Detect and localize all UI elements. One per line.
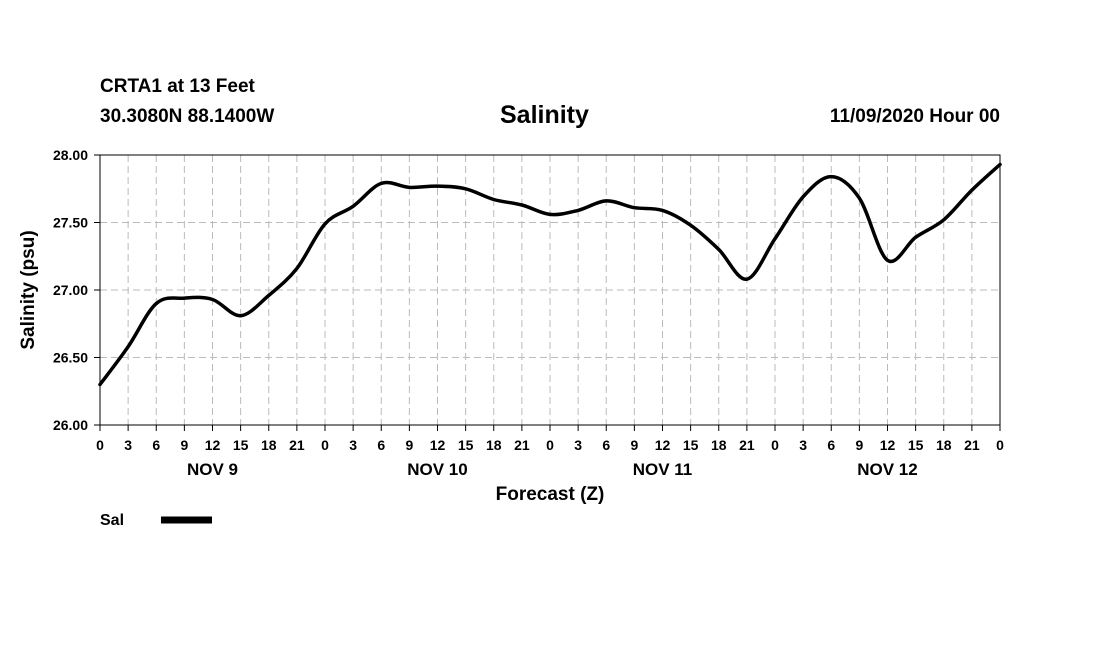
data-point — [857, 196, 861, 200]
day-label: NOV 11 — [633, 460, 693, 479]
data-point — [323, 222, 327, 226]
chart-title: Salinity — [500, 101, 589, 129]
data-point — [745, 277, 749, 281]
x-tick-label: 6 — [377, 437, 385, 453]
x-tick-label: 6 — [602, 437, 610, 453]
x-tick-label: 6 — [827, 437, 835, 453]
x-tick-label: 12 — [880, 437, 896, 453]
x-tick-label: 0 — [321, 437, 329, 453]
x-tick-label: 15 — [458, 437, 474, 453]
data-point — [436, 184, 439, 188]
data-point — [886, 258, 889, 262]
day-labels: NOV 9 NOV 10 NOV 11 NOV 12 — [187, 460, 918, 479]
y-axis-ticks: 26.00 26.50 27.00 27.50 28.00 — [53, 147, 100, 433]
data-point — [351, 204, 355, 208]
x-tick-label: 0 — [96, 437, 104, 453]
data-point — [632, 206, 636, 210]
data-point — [126, 345, 130, 349]
x-tick-label: 18 — [261, 437, 277, 453]
x-tick-label: 3 — [349, 437, 357, 453]
x-tick-label: 9 — [405, 437, 413, 453]
data-point — [548, 212, 552, 216]
x-tick-label: 0 — [996, 437, 1004, 453]
x-tick-label: 15 — [683, 437, 699, 453]
x-tick-label: 21 — [739, 437, 755, 453]
x-axis-title: Forecast (Z) — [496, 484, 605, 505]
day-label: NOV 10 — [407, 460, 467, 479]
data-point — [520, 203, 524, 207]
data-point — [464, 187, 468, 191]
x-tick-label: 18 — [486, 437, 502, 453]
data-point — [773, 237, 777, 241]
x-tick-label: 15 — [233, 437, 249, 453]
x-axis-ticks: 0 3 6 9 12 15 18 21 0 3 6 9 12 15 18 21 0 3 6 9 12 15 18 21 0 3 6 9… — [96, 425, 1004, 453]
x-tick-label: 18 — [936, 437, 952, 453]
station-label: CRTA1 at 13 Feet — [100, 76, 255, 97]
data-point — [295, 266, 299, 270]
data-point — [211, 298, 214, 301]
x-tick-label: 9 — [855, 437, 863, 453]
x-tick-label: 21 — [289, 437, 305, 453]
y-tick-label: 26.00 — [53, 417, 88, 433]
x-tick-label: 12 — [655, 437, 671, 453]
x-tick-label: 12 — [430, 437, 446, 453]
data-point — [239, 314, 243, 318]
x-tick-label: 9 — [630, 437, 638, 453]
x-tick-label: 6 — [152, 437, 160, 453]
data-point — [407, 185, 411, 189]
y-axis-title: Salinity (psu) — [18, 230, 39, 349]
day-label: NOV 9 — [187, 460, 238, 479]
x-tick-label: 3 — [799, 437, 807, 453]
x-tick-label: 21 — [964, 437, 980, 453]
data-point — [801, 195, 805, 199]
data-point — [604, 199, 608, 203]
day-label: NOV 12 — [857, 460, 917, 479]
x-tick-label: 0 — [771, 437, 779, 453]
data-point — [914, 235, 918, 239]
x-tick-label: 21 — [514, 437, 530, 453]
series-line-sal — [98, 162, 1002, 387]
x-tick-label: 15 — [908, 437, 924, 453]
data-point — [379, 181, 383, 185]
data-point — [267, 293, 271, 297]
data-point — [942, 218, 946, 222]
data-point — [970, 188, 974, 192]
data-point — [829, 175, 833, 179]
data-point — [661, 208, 664, 212]
x-tick-label: 18 — [711, 437, 727, 453]
data-point — [154, 302, 158, 305]
data-point — [492, 198, 496, 201]
plot-frame — [99, 154, 1001, 426]
y-tick-label: 27.00 — [53, 282, 88, 298]
chart-grid — [100, 155, 1000, 425]
legend: Sal — [100, 512, 212, 529]
x-tick-label: 0 — [546, 437, 554, 453]
x-tick-label: 9 — [180, 437, 188, 453]
data-point — [689, 223, 693, 227]
data-point — [717, 248, 721, 251]
station-coordinates: 30.3080N 88.1400W — [100, 106, 275, 127]
data-point — [576, 208, 580, 212]
series-layer — [98, 162, 1002, 387]
data-point — [182, 296, 186, 300]
y-tick-label: 27.50 — [53, 215, 88, 231]
x-tick-label: 12 — [205, 437, 221, 453]
legend-label-sal: Sal — [100, 512, 124, 529]
y-tick-label: 28.00 — [53, 147, 88, 163]
y-tick-label: 26.50 — [53, 350, 88, 366]
x-tick-label: 3 — [574, 437, 582, 453]
x-tick-label: 3 — [124, 437, 132, 453]
forecast-issue-time: 11/09/2020 Hour 00 — [829, 106, 1000, 127]
